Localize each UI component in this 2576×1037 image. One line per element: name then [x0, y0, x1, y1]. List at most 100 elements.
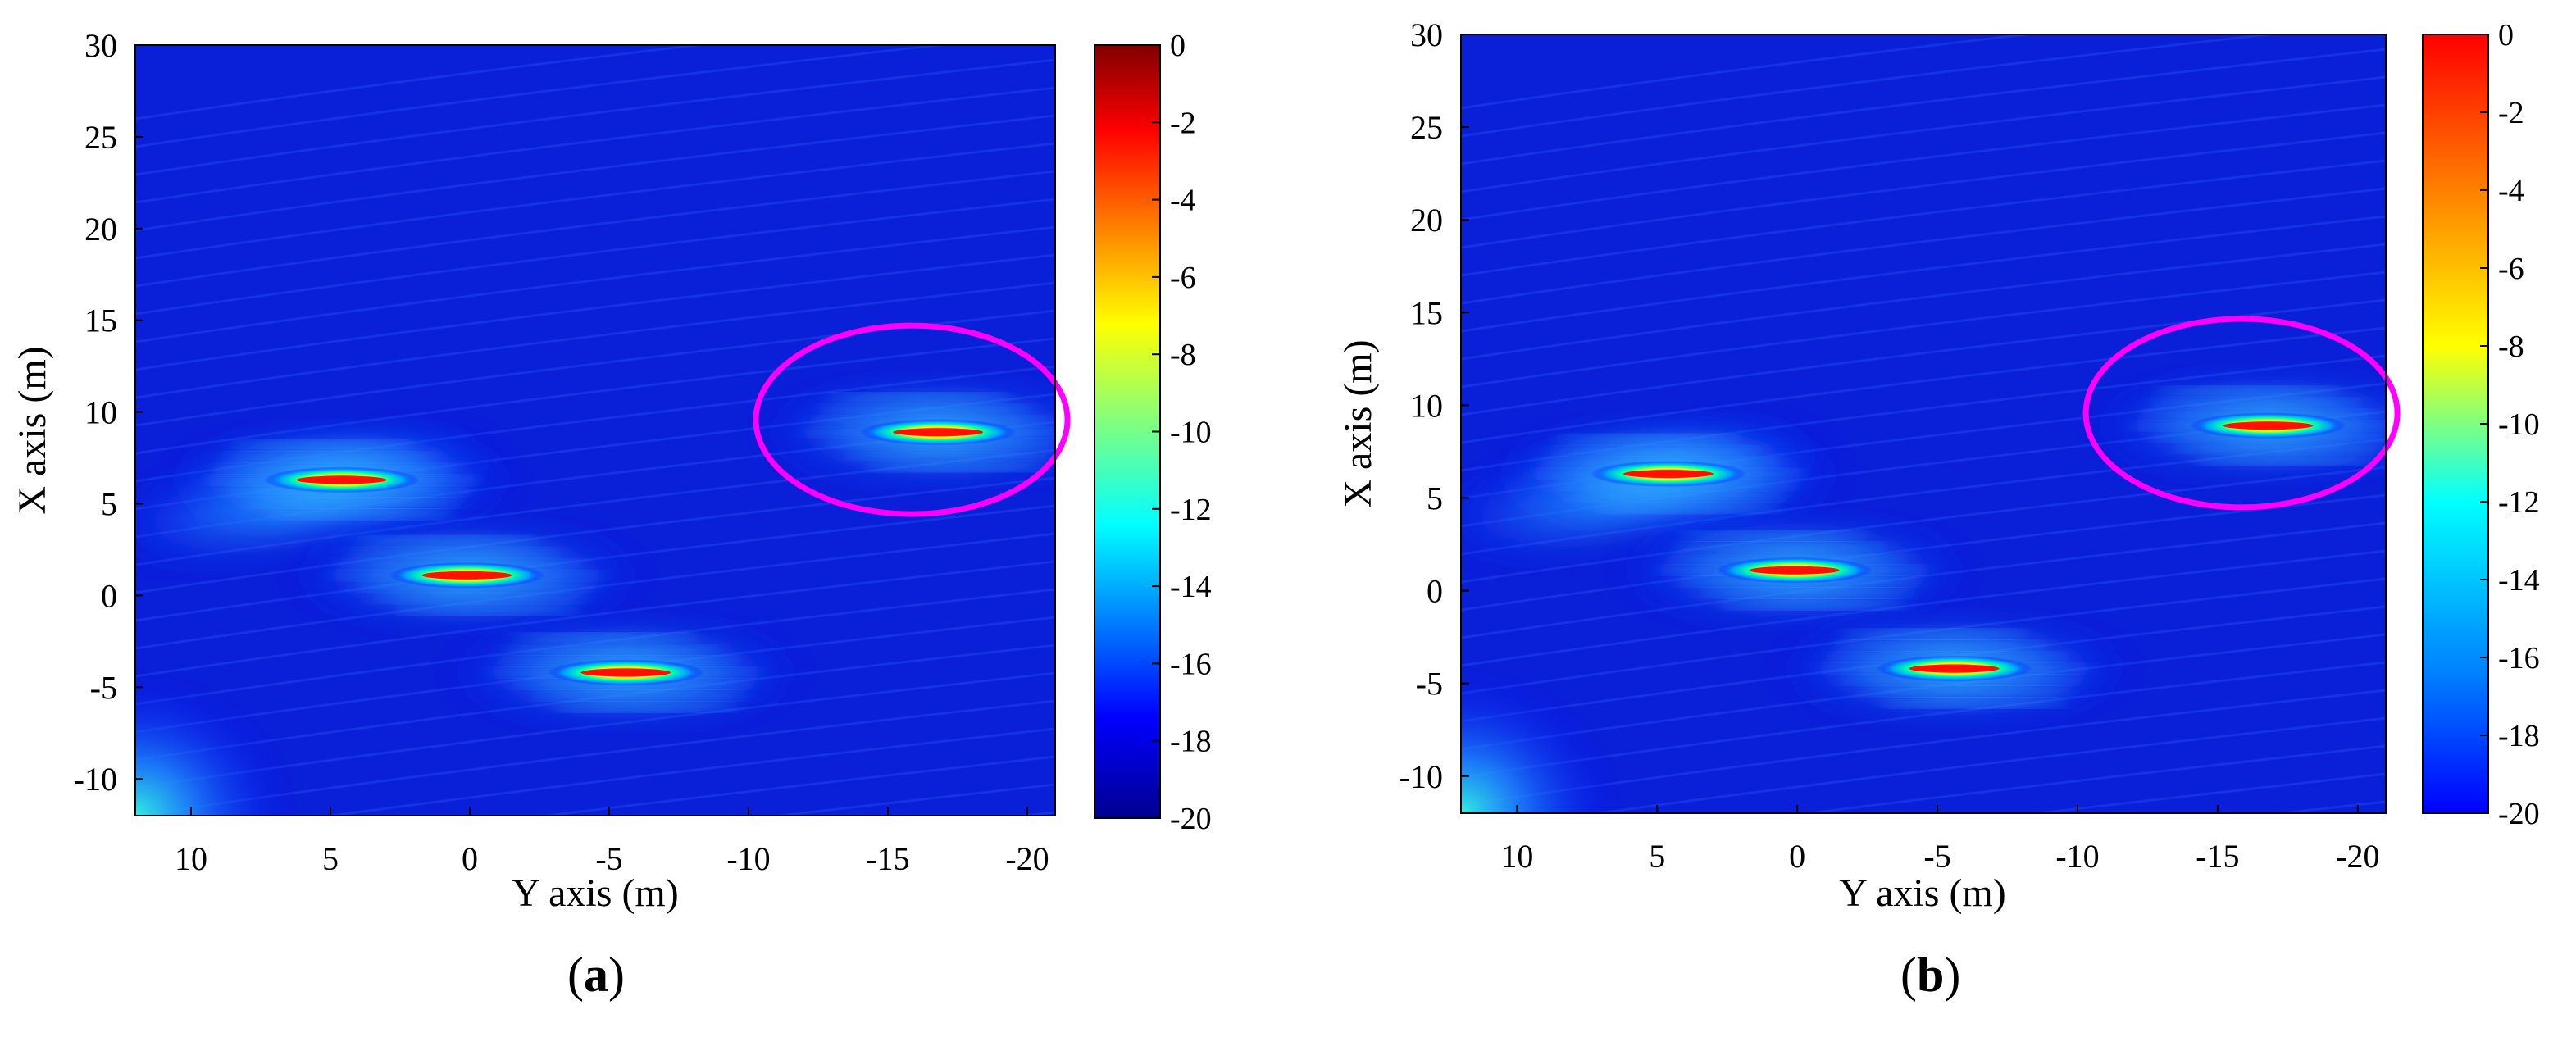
- colorbar-tick-label: -8: [2498, 330, 2524, 364]
- hotspot-peak: [1749, 566, 1840, 575]
- hotspot-3: [1765, 617, 2143, 720]
- hotspot-fringe: [1857, 686, 2078, 697]
- colorbar-tick-label: -4: [1170, 184, 1196, 218]
- colorbar-tick-label: -2: [2498, 96, 2524, 130]
- y-tick-label: 0: [101, 577, 117, 614]
- y-tick-label: 15: [84, 302, 117, 339]
- hotspot-2: [278, 524, 656, 626]
- panel-label-b: (b): [1900, 948, 1961, 1002]
- hotspot-2: [1605, 519, 1983, 621]
- plot-frame: [134, 44, 1056, 816]
- hotspot-peak: [296, 475, 387, 484]
- hotspot-fringe: [1592, 503, 1783, 514]
- y-tick-label: 10: [84, 394, 117, 431]
- x-tick-label: 0: [462, 840, 478, 877]
- x-tick-label: -15: [2196, 838, 2239, 875]
- colorbar-tick-label: -16: [1170, 647, 1212, 681]
- x-tick-label: 0: [1789, 838, 1805, 875]
- colorbar-tick-label: -6: [1170, 261, 1196, 295]
- hotspot-fringe: [862, 462, 1054, 472]
- x-tick-label: -20: [2336, 838, 2379, 875]
- colorbar-tick-label: -16: [2498, 641, 2540, 675]
- y-tick-label: 25: [84, 119, 117, 156]
- hotspot-peak: [1623, 470, 1714, 479]
- x-axis-label: Y axis (m): [1839, 871, 2006, 915]
- colorbar-tick-label: 0: [1170, 29, 1186, 63]
- y-tick-label: 0: [1427, 573, 1443, 610]
- y-tick-label: 5: [101, 486, 117, 523]
- y-tick-label: 20: [84, 211, 117, 248]
- colorbar: [1094, 44, 1161, 819]
- colorbar-tick-label: -14: [2498, 563, 2540, 598]
- y-tick-label: -5: [90, 669, 117, 706]
- hotspot-fringe: [1697, 588, 1918, 598]
- hotspot-peak: [2223, 421, 2314, 430]
- colorbar-tick-label: -10: [2498, 407, 2540, 442]
- hotspot-fringe: [841, 450, 1055, 461]
- x-tick-label: -15: [866, 840, 909, 877]
- y-tick-label: 30: [84, 27, 117, 64]
- y-tick-label: 20: [1410, 202, 1443, 239]
- hotspot-fringe: [2153, 386, 2344, 397]
- hotspot-fringe: [1571, 492, 1791, 503]
- hotspot-fringe: [344, 547, 564, 557]
- hotspot-3: [437, 621, 815, 724]
- corner-glow: [135, 668, 299, 816]
- x-tick-label: 5: [322, 840, 339, 877]
- x-tick-label: -10: [726, 840, 770, 877]
- hotspot-fringe: [529, 690, 749, 701]
- hotspot-fringe: [2145, 398, 2365, 408]
- hotspot-fringe: [1545, 446, 1765, 457]
- colorbar-tick-label: 0: [2498, 18, 2514, 52]
- hotspot-fringe: [2192, 455, 2383, 466]
- colorbar-tick-label: -18: [2498, 719, 2540, 753]
- colorbar-tick-label: -8: [1170, 338, 1196, 372]
- hotspot-fringe: [266, 509, 457, 520]
- colorbar-tick-label: -20: [1170, 802, 1212, 836]
- colorbar-tick-label: -20: [2498, 797, 2540, 831]
- hotspot-4: [749, 381, 1055, 484]
- hotspot-fringe: [218, 452, 439, 462]
- x-tick-label: -5: [1923, 838, 1950, 875]
- hotspot-fringe: [1831, 640, 2051, 651]
- hotspot-fringe: [511, 633, 702, 644]
- hotspot-fringe: [1553, 434, 1744, 445]
- annotation-ellipse: [753, 322, 1071, 517]
- heatmap-field: [135, 45, 1055, 816]
- hotspot-peak: [1909, 664, 2000, 673]
- y-tick-label: 5: [1427, 480, 1443, 516]
- x-tick-label: 10: [175, 840, 207, 877]
- hotspot-fringe: [1671, 542, 1891, 553]
- y-axis-label: X axis (m): [1336, 339, 1380, 507]
- hotspot-fringe: [1878, 698, 2069, 708]
- hotspot-fringe: [1679, 530, 1870, 541]
- y-tick-label: 15: [1410, 294, 1443, 331]
- hotspot-fringe: [1718, 599, 1909, 610]
- hotspot-fringe: [244, 498, 465, 508]
- panel-label-a: (a): [567, 948, 625, 1002]
- corner-glow: [1461, 665, 1625, 813]
- x-axis-label: Y axis (m): [512, 871, 679, 915]
- hotspot-fringe: [370, 593, 590, 603]
- y-tick-label: 10: [1410, 387, 1443, 424]
- hotspot-peak: [421, 571, 512, 580]
- hotspot-fringe: [391, 604, 582, 615]
- hotspot-fringe: [815, 404, 1035, 415]
- y-tick-label: 25: [1410, 109, 1443, 146]
- colorbar-tick-label: -12: [2498, 485, 2540, 520]
- y-axis-label: X axis (m): [11, 346, 54, 514]
- x-tick-label: 5: [1649, 838, 1665, 875]
- hotspot-fringe: [823, 393, 1014, 403]
- colorbar-tick-label: -18: [1170, 725, 1212, 759]
- hotspot-fringe: [550, 702, 741, 712]
- colorbar-tick-label: -4: [2498, 174, 2524, 208]
- hotspot-4: [2079, 375, 2386, 477]
- hotspot-1: [1479, 423, 1857, 525]
- colorbar-tick-label: -2: [1170, 106, 1196, 140]
- colorbar-tick-label: -10: [1170, 416, 1212, 450]
- hotspot-fringe: [503, 644, 723, 655]
- y-tick-label: 30: [1410, 16, 1443, 53]
